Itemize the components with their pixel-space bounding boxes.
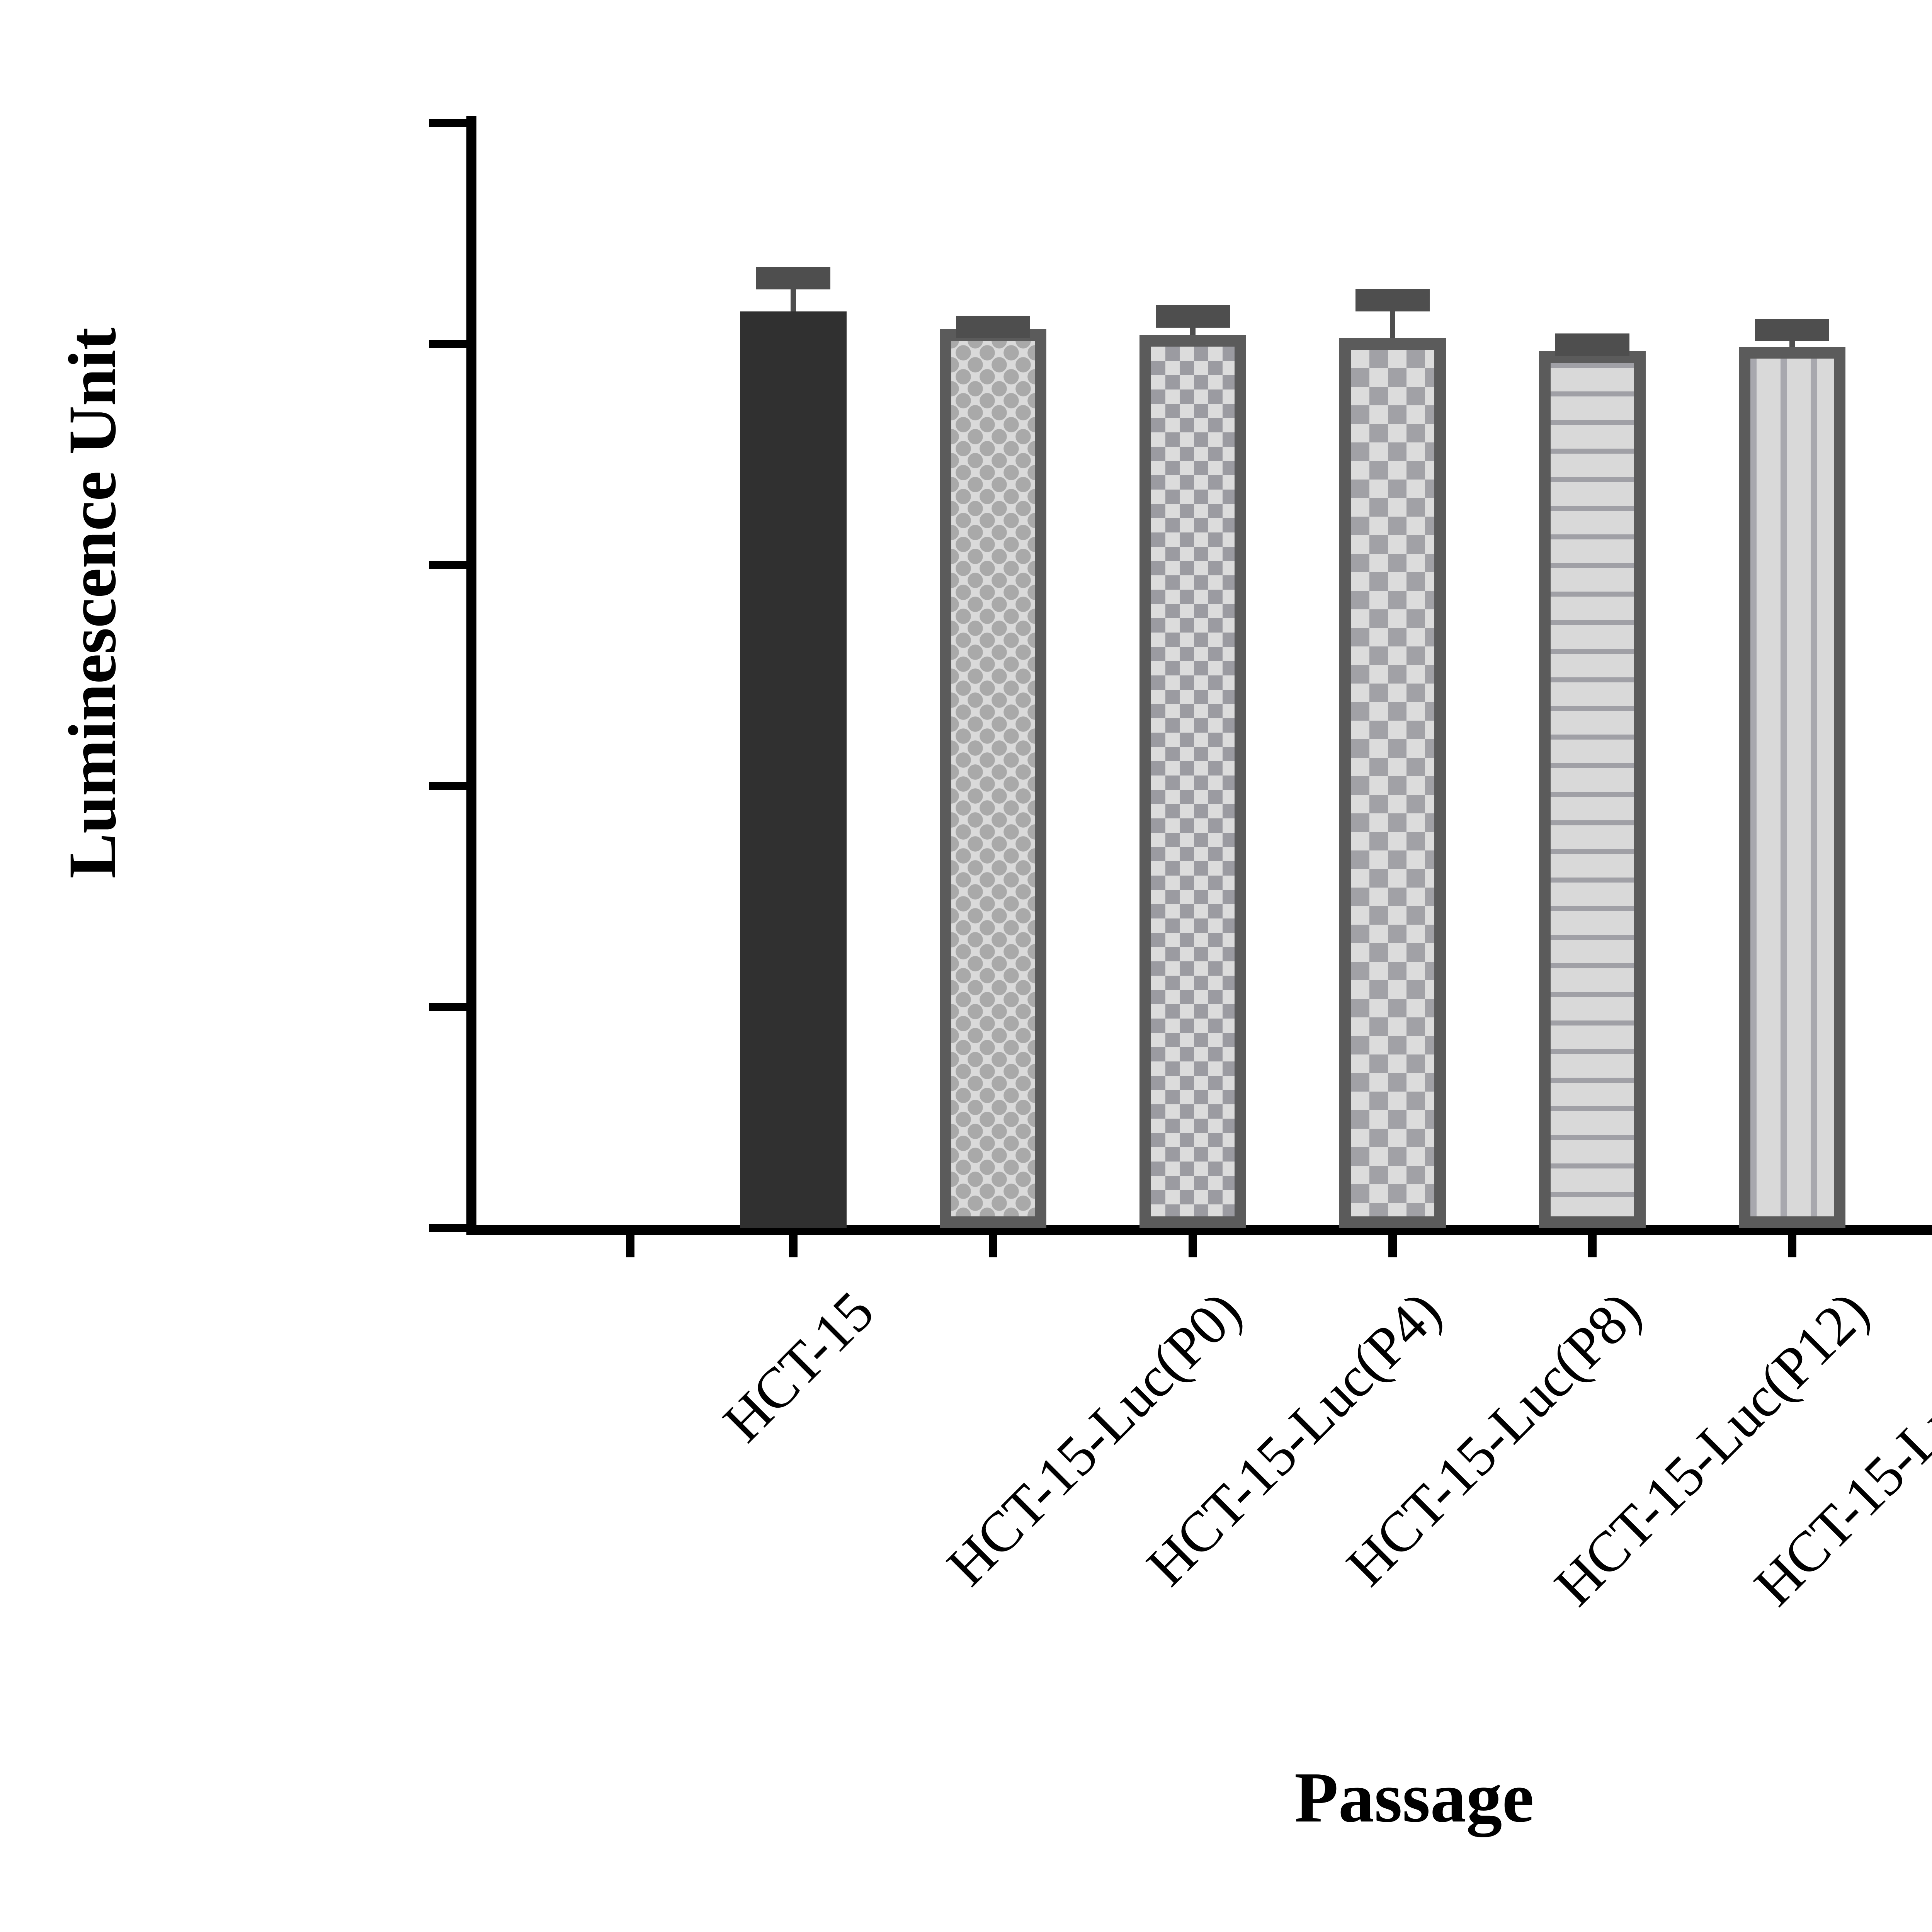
x-tick-0 xyxy=(626,1235,634,1257)
x-tick-5 xyxy=(1588,1235,1597,1257)
x-tick-1 xyxy=(789,1235,798,1257)
error-bar-cap-p4 xyxy=(956,315,1030,338)
bar-hct-15-luc-p4 xyxy=(940,329,1046,1228)
bar-hct-15-luc-p20 xyxy=(1739,347,1845,1228)
y-tick-0 xyxy=(429,1224,467,1232)
x-label-hct-15: HCT-15 xyxy=(711,1280,886,1454)
x-tick-6 xyxy=(1788,1235,1796,1257)
x-tick-3 xyxy=(1189,1235,1197,1257)
bar-hct-15-luc-p0 xyxy=(740,311,847,1228)
y-tick-150000 xyxy=(429,1003,467,1011)
bar-hct-15-luc-p8 xyxy=(1139,335,1246,1228)
y-tick-750000 xyxy=(429,119,467,127)
y-tick-450000 xyxy=(429,561,467,569)
error-bar-cap-p20 xyxy=(1755,318,1829,341)
y-tick-600000 xyxy=(429,340,467,348)
error-bar-cap-p16 xyxy=(1555,333,1629,356)
x-tick-2 xyxy=(989,1235,997,1257)
error-bar-cap-p0 xyxy=(756,267,830,290)
x-tick-4 xyxy=(1388,1235,1397,1257)
bar-hct-15-luc-p16 xyxy=(1539,351,1646,1228)
y-axis-title: Luminescence Unit xyxy=(55,328,130,879)
bar-hct-15-luc-p12 xyxy=(1339,338,1446,1228)
y-axis-line xyxy=(466,116,476,1235)
x-axis-title: Passage xyxy=(1294,1758,1534,1837)
y-tick-300000 xyxy=(429,782,467,790)
error-bar-cap-p8 xyxy=(1156,305,1230,328)
error-bar-cap-p12 xyxy=(1355,289,1430,312)
